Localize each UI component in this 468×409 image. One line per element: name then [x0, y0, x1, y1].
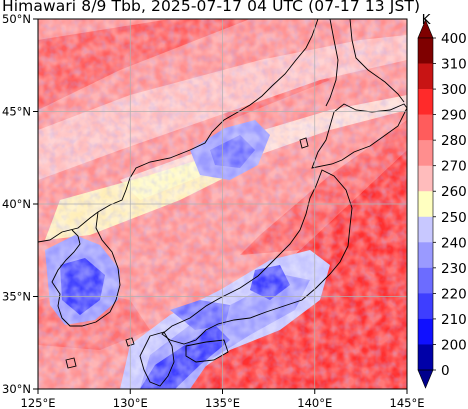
colorbar-segment	[418, 293, 433, 320]
colorbar-segment	[418, 318, 433, 345]
colorbar: K 400 310 300 290 280 270 260 250 240 230 220 210 20…	[417, 12, 467, 389]
colorbar-level-label: 210	[441, 312, 467, 328]
lon-tick-label: 140°E	[297, 396, 332, 409]
colorbar-level-label: 280	[441, 133, 467, 149]
colorbar-level-label: 310	[441, 57, 467, 73]
colorbar-segment	[418, 242, 433, 269]
colorbar-labels: 400 310 300 290 280 270 260 250 240 230 220 210 200 0	[433, 31, 467, 379]
colorbar-segment	[418, 165, 433, 192]
colorbar-level-label: 240	[441, 235, 467, 251]
lat-tick-label: 35°N	[2, 290, 31, 304]
colorbar-segment	[418, 63, 433, 90]
colorbar-unit: K	[422, 12, 432, 28]
lat-tick-label: 50°N	[2, 12, 31, 26]
lon-tick-label: 125°E	[21, 396, 56, 409]
colorbar-level-label: 400	[441, 31, 467, 47]
colorbar-segment	[418, 216, 433, 243]
lon-tick-label: 135°E	[205, 396, 240, 409]
lat-tick-label: 30°N	[2, 382, 31, 396]
colorbar-level-label: 220	[441, 286, 467, 302]
lon-tick-labels: 125°E 130°E 135°E 140°E 145°E	[21, 396, 425, 409]
colorbar-level-label: 300	[441, 82, 467, 98]
colorbar-outline	[417, 37, 434, 371]
colorbar-level-label: 230	[441, 261, 467, 277]
colorbar-segment	[418, 267, 433, 294]
colorbar-segment	[418, 344, 433, 371]
colorbar-level-label: 260	[441, 184, 467, 200]
map-title: Himawari 8/9 Tbb, 2025-07-17 04 UTC (07-…	[2, 0, 421, 15]
colorbar-level-label: 200	[441, 337, 467, 353]
graticule	[38, 19, 407, 389]
lat-tick-label: 45°N	[2, 105, 31, 119]
colorbar-segment	[418, 114, 433, 141]
colorbar-extend-bottom	[417, 369, 434, 389]
colorbar-segments	[417, 19, 434, 389]
colorbar-level-label: 0	[441, 363, 450, 379]
lon-tick-label: 145°E	[390, 396, 425, 409]
lon-tick-label: 130°E	[113, 396, 148, 409]
colorbar-level-label: 290	[441, 108, 467, 124]
lat-tick-label: 40°N	[2, 197, 31, 211]
axis-ticks	[33, 18, 408, 394]
colorbar-level-label: 270	[441, 159, 467, 175]
colorbar-segment	[418, 89, 433, 115]
colorbar-segment	[418, 140, 433, 166]
colorbar-segment	[418, 38, 433, 64]
colorbar-extend-top	[417, 19, 434, 39]
lat-tick-labels: 50°N 45°N 40°N 35°N 30°N	[2, 12, 31, 396]
colorbar-level-label: 250	[441, 210, 467, 226]
colorbar-segment	[418, 191, 433, 218]
